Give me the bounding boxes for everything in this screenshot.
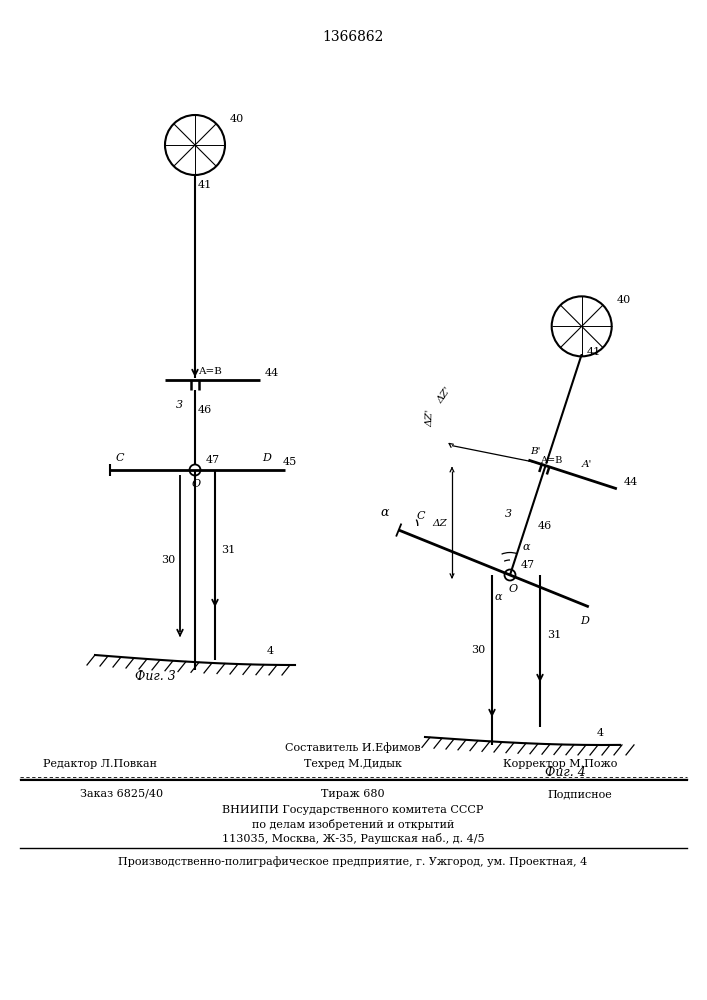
Text: Заказ 6825/40: Заказ 6825/40 (80, 789, 163, 799)
Text: Тираж 680: Тираж 680 (321, 789, 385, 799)
Text: 31: 31 (221, 545, 235, 555)
Text: 3: 3 (175, 400, 182, 410)
Text: α: α (522, 542, 530, 552)
Text: ΔZ': ΔZ' (436, 386, 452, 405)
Text: 47: 47 (521, 560, 535, 570)
Text: O: O (508, 584, 518, 594)
Text: A': A' (583, 460, 592, 469)
Text: C: C (416, 511, 425, 521)
Text: Редактор Л.Повкан: Редактор Л.Повкан (43, 759, 157, 769)
Text: 113035, Москва, Ж-35, Раушская наб., д. 4/5: 113035, Москва, Ж-35, Раушская наб., д. … (222, 832, 484, 844)
Text: по делам изобретений и открытий: по делам изобретений и открытий (252, 818, 454, 830)
Text: 44: 44 (265, 368, 279, 378)
Text: 1366862: 1366862 (322, 30, 384, 44)
Text: 30: 30 (161, 555, 175, 565)
Text: ВНИИПИ Государственного комитета СССР: ВНИИПИ Государственного комитета СССР (222, 805, 484, 815)
Text: Подписное: Подписное (548, 789, 612, 799)
Text: 46: 46 (538, 521, 552, 531)
Text: 41: 41 (198, 180, 212, 190)
Text: 45: 45 (283, 457, 297, 467)
Text: 47: 47 (206, 455, 220, 465)
Text: α: α (494, 592, 502, 602)
Text: Производственно-полиграфическое предприятие, г. Ужгород, ум. Проектная, 4: Производственно-полиграфическое предприя… (118, 857, 588, 867)
Text: 40: 40 (230, 114, 244, 124)
Text: 4: 4 (597, 728, 604, 738)
Text: Фиг. 3: Фиг. 3 (134, 670, 175, 684)
Text: ΔZ': ΔZ' (425, 409, 435, 427)
Text: 3: 3 (506, 509, 513, 519)
Text: 30: 30 (471, 645, 485, 655)
Text: Техред М.Дидык: Техред М.Дидык (304, 759, 402, 769)
Text: 40: 40 (617, 295, 631, 305)
Text: Составитель И.Ефимов: Составитель И.Ефимов (285, 743, 421, 753)
Text: Корректор М.Пожо: Корректор М.Пожо (503, 759, 617, 769)
Text: 41: 41 (587, 347, 601, 357)
Text: A=B: A=B (540, 456, 563, 465)
Text: O: O (192, 479, 201, 489)
Text: 46: 46 (198, 405, 212, 415)
Text: ΔZ: ΔZ (433, 518, 448, 528)
Text: 31: 31 (547, 630, 561, 640)
Text: A=B: A=B (198, 366, 222, 375)
Text: Фиг. 4: Фиг. 4 (544, 766, 585, 778)
Text: α: α (380, 506, 389, 519)
Text: 44: 44 (624, 477, 638, 487)
Text: B': B' (530, 447, 541, 456)
Text: 4: 4 (267, 646, 274, 656)
Text: D: D (262, 453, 271, 463)
Text: C: C (116, 453, 124, 463)
Text: D: D (580, 616, 589, 626)
